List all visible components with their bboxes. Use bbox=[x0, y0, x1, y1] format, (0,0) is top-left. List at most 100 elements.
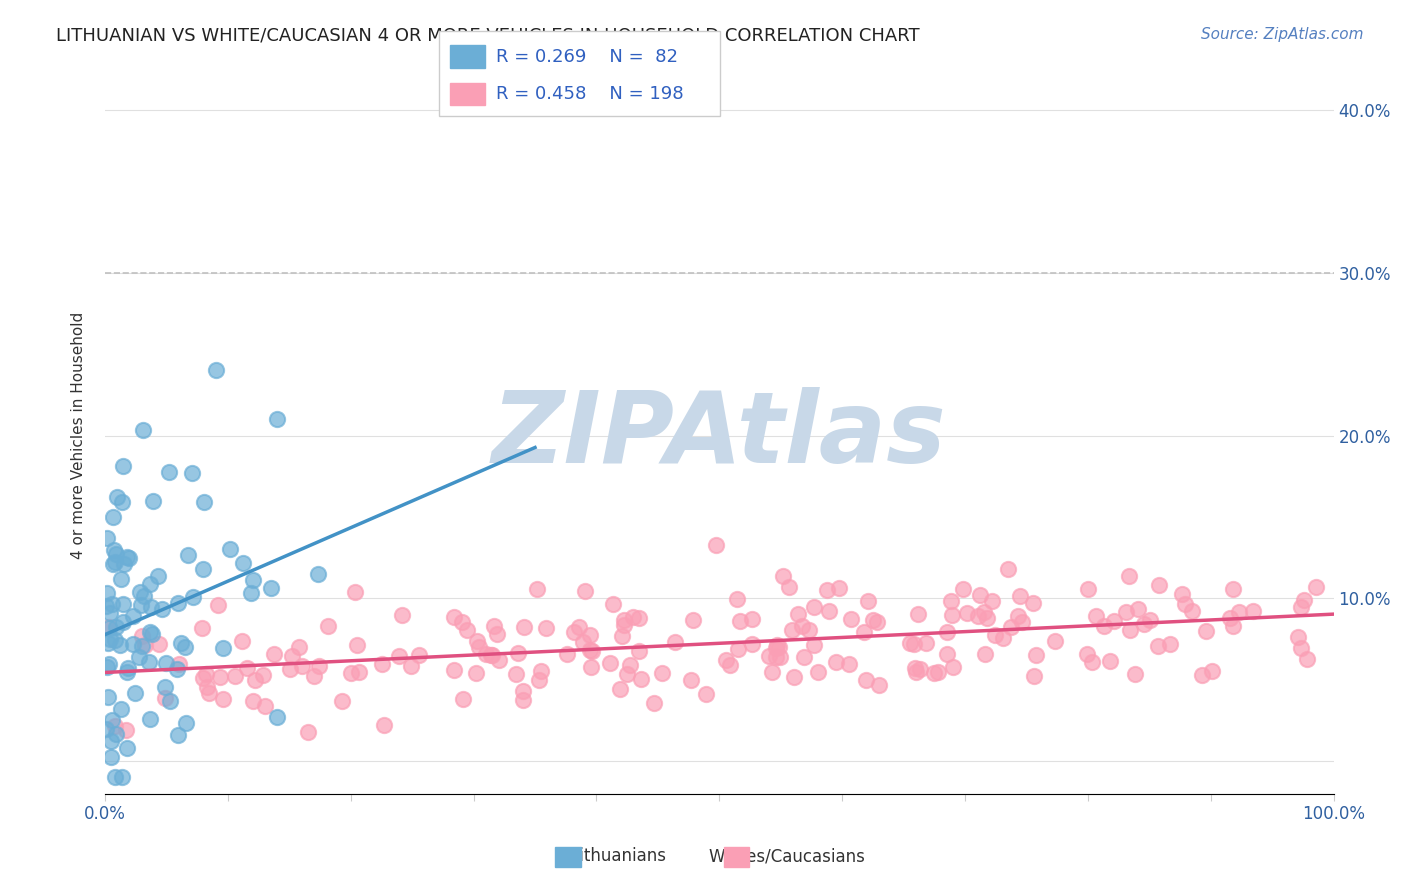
Point bbox=[231, 634, 253, 648]
Point bbox=[862, 613, 884, 627]
Point bbox=[169, 636, 191, 650]
Point bbox=[132, 423, 155, 437]
Point bbox=[1102, 614, 1125, 628]
Point bbox=[112, 459, 135, 474]
Point bbox=[96, 660, 118, 674]
Point bbox=[139, 599, 162, 614]
Point bbox=[1128, 602, 1150, 616]
Point bbox=[281, 648, 304, 663]
Point bbox=[97, 621, 120, 635]
Point bbox=[141, 626, 163, 640]
Point bbox=[118, 550, 141, 565]
Point bbox=[177, 549, 200, 563]
Point bbox=[1286, 630, 1309, 644]
Point bbox=[124, 686, 146, 700]
Point bbox=[534, 621, 557, 635]
Point bbox=[1094, 619, 1116, 633]
Point bbox=[108, 638, 131, 652]
Point bbox=[1219, 610, 1241, 624]
Point bbox=[111, 771, 134, 785]
Point bbox=[967, 608, 990, 623]
Point bbox=[727, 642, 749, 657]
Point bbox=[112, 557, 135, 571]
Point bbox=[371, 657, 394, 671]
Point bbox=[941, 608, 963, 623]
Point bbox=[166, 662, 188, 676]
Point bbox=[465, 633, 488, 648]
Point bbox=[825, 655, 848, 669]
Point bbox=[1292, 593, 1315, 607]
Point bbox=[1085, 609, 1108, 624]
Point bbox=[346, 638, 368, 652]
Point bbox=[193, 494, 215, 508]
Point bbox=[122, 637, 145, 651]
Point bbox=[613, 618, 636, 632]
Text: Lithuanians: Lithuanians bbox=[571, 847, 666, 865]
Point bbox=[621, 610, 644, 624]
Point bbox=[815, 582, 838, 597]
Point bbox=[266, 710, 288, 724]
Point bbox=[235, 661, 257, 675]
Point bbox=[574, 584, 596, 599]
Point bbox=[803, 638, 825, 652]
Point bbox=[741, 611, 763, 625]
Point bbox=[506, 646, 529, 660]
Point bbox=[111, 615, 134, 629]
Point bbox=[1025, 648, 1047, 662]
Point bbox=[793, 649, 815, 664]
Point bbox=[1296, 652, 1319, 666]
Point bbox=[562, 625, 585, 640]
Point bbox=[191, 671, 214, 685]
Point bbox=[765, 640, 787, 655]
Point bbox=[1118, 569, 1140, 583]
Point bbox=[482, 619, 505, 633]
Y-axis label: 4 or more Vehicles in Household: 4 or more Vehicles in Household bbox=[72, 312, 86, 559]
Point bbox=[741, 637, 763, 651]
Point bbox=[155, 680, 177, 694]
Point bbox=[1201, 664, 1223, 678]
Point bbox=[1305, 580, 1327, 594]
Point bbox=[903, 637, 925, 651]
Point bbox=[98, 620, 121, 634]
Point bbox=[1081, 655, 1104, 669]
Point bbox=[898, 636, 921, 650]
Point bbox=[316, 619, 339, 633]
Point bbox=[786, 607, 808, 621]
Point bbox=[758, 648, 780, 663]
Point bbox=[479, 648, 502, 663]
Point bbox=[103, 543, 125, 558]
Point bbox=[111, 495, 134, 509]
Point bbox=[101, 713, 124, 727]
Point bbox=[155, 691, 177, 706]
Point bbox=[952, 582, 974, 597]
Point bbox=[204, 363, 226, 377]
Point bbox=[602, 597, 624, 611]
Point bbox=[1007, 608, 1029, 623]
Point bbox=[195, 680, 218, 694]
Point bbox=[866, 615, 889, 629]
Point bbox=[117, 661, 139, 675]
Point bbox=[97, 690, 120, 704]
Point bbox=[212, 640, 235, 655]
Point bbox=[242, 694, 264, 708]
Point bbox=[100, 734, 122, 748]
Point bbox=[1076, 647, 1098, 661]
Point bbox=[166, 728, 188, 742]
Point bbox=[129, 585, 152, 599]
Point bbox=[651, 666, 673, 681]
Point bbox=[96, 532, 118, 546]
Point bbox=[100, 750, 122, 764]
Point bbox=[132, 590, 155, 604]
Point bbox=[1222, 619, 1244, 633]
Point bbox=[101, 597, 124, 611]
Point bbox=[772, 569, 794, 583]
Point bbox=[1227, 605, 1250, 619]
Point bbox=[855, 673, 877, 687]
Point bbox=[207, 599, 229, 613]
Point bbox=[399, 659, 422, 673]
Point bbox=[1174, 597, 1197, 611]
Point bbox=[1291, 641, 1313, 656]
Point bbox=[643, 696, 665, 710]
Point bbox=[716, 653, 738, 667]
Point bbox=[139, 712, 162, 726]
